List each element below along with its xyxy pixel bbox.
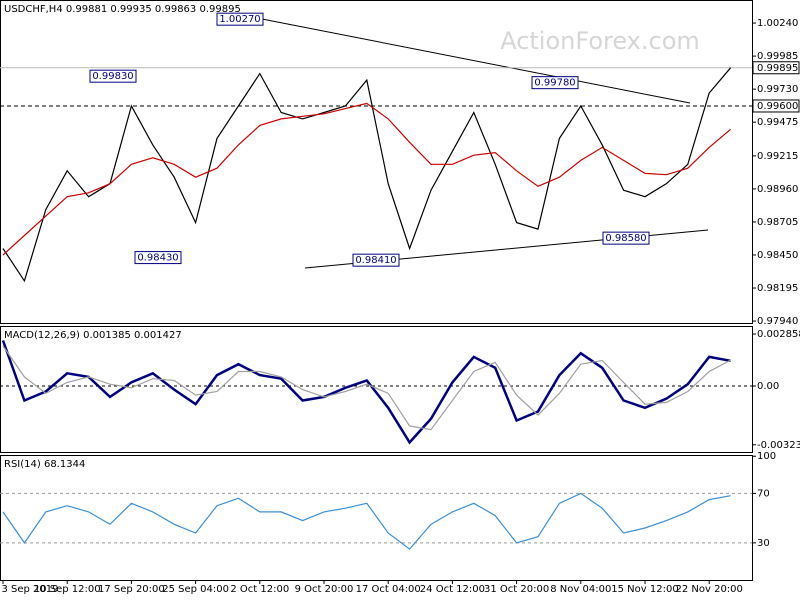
level-label: 0.99600 xyxy=(757,101,798,112)
annotation-box xyxy=(602,231,650,245)
panel-title: RSI(14) 68.1344 xyxy=(4,459,85,470)
annotation-label: 0.98580 xyxy=(605,233,646,244)
annotation-label: 0.99780 xyxy=(534,78,575,89)
macd-panel xyxy=(0,326,753,453)
x-tick-label: 31 Oct 20:00 xyxy=(484,584,549,595)
y-tick-label: 1.00240 xyxy=(757,18,798,29)
y-tick-label: 0.00 xyxy=(757,381,779,392)
x-tick-label: 17 Oct 04:00 xyxy=(356,584,421,595)
price-panel xyxy=(0,0,753,324)
x-tick-label: 2 Oct 12:00 xyxy=(230,584,289,595)
level-box xyxy=(752,99,800,113)
x-tick-label: 8 Nov 04:00 xyxy=(550,584,611,595)
x-tick-label: 3 Sep 2019 xyxy=(1,584,58,595)
x-tick-label: 9 Oct 20:00 xyxy=(295,584,354,595)
price-box xyxy=(752,61,800,75)
y-tick-label: 0.99985 xyxy=(757,51,798,62)
series-line xyxy=(2,492,731,550)
annotation-label: 0.99830 xyxy=(92,71,133,82)
series-line xyxy=(2,67,732,283)
panel-title: USDCHF,H4 0.99881 0.99935 0.99863 0.9989… xyxy=(4,4,241,15)
series-line xyxy=(2,345,731,431)
x-tick-label: 25 Sep 04:00 xyxy=(162,584,229,595)
annotation-box xyxy=(134,251,182,265)
annotation-label: 1.00270 xyxy=(219,14,260,25)
annotation-box xyxy=(216,12,264,26)
x-tick-label: 10 Sep 12:00 xyxy=(34,584,101,595)
y-tick-label: 0.99215 xyxy=(757,151,798,162)
y-tick-label: 0.98450 xyxy=(757,250,798,261)
y-tick-label: 0.99730 xyxy=(757,84,798,95)
annotation-label: 0.98430 xyxy=(137,253,178,264)
x-tick-label: 15 Nov 12:00 xyxy=(611,584,678,595)
x-tick-label: 22 Nov 20:00 xyxy=(675,584,742,595)
y-tick-label: 0.002858 xyxy=(757,329,800,340)
y-tick-label: 30 xyxy=(757,538,770,549)
x-tick-label: 17 Sep 20:00 xyxy=(98,584,165,595)
y-tick-label: 0.99475 xyxy=(757,117,798,128)
annotation-label: 0.98410 xyxy=(355,255,396,266)
y-tick-label: -0.003234 xyxy=(757,440,800,451)
series-line xyxy=(1,340,731,445)
y-tick-label: 0.97940 xyxy=(757,316,798,327)
annotation-box xyxy=(352,253,400,267)
annotation-box xyxy=(89,69,137,83)
y-tick-label: 70 xyxy=(757,488,770,499)
price-label: 0.99895 xyxy=(757,63,798,74)
annotation-box xyxy=(531,76,579,90)
trendline xyxy=(261,18,691,104)
watermark: ActionForex.com xyxy=(500,27,700,55)
x-tick-label: 24 Oct 12:00 xyxy=(420,584,485,595)
y-tick-label: 0.98705 xyxy=(757,217,798,228)
y-tick-label: 0.98960 xyxy=(757,184,798,195)
rsi-panel xyxy=(0,455,753,581)
panel-title: MACD(12,26,9) 0.001385 0.001427 xyxy=(4,330,182,341)
y-tick-label: 0.98195 xyxy=(757,283,798,294)
y-tick-label: 100 xyxy=(757,451,776,462)
series-line xyxy=(2,102,731,256)
